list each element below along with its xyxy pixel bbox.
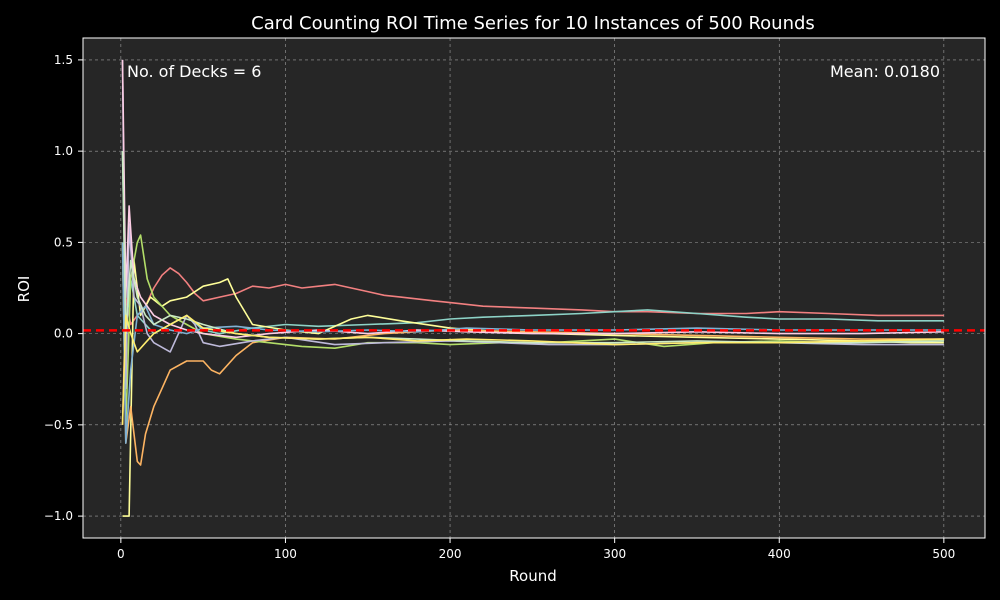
- plot-frame: [82, 37, 986, 539]
- plot-area: [83, 38, 985, 538]
- y-tick-label: 0.5: [54, 235, 73, 249]
- chart-title: Card Counting ROI Time Series for 10 Ins…: [251, 13, 815, 34]
- y-tick-label: 1.0: [54, 144, 73, 158]
- x-axis-label: Round: [509, 567, 556, 585]
- x-tick-label: 400: [768, 547, 791, 561]
- y-tick-label: 0.0: [54, 327, 73, 341]
- x-tick-label: 300: [603, 547, 626, 561]
- x-tick-label: 500: [932, 547, 955, 561]
- x-tick-label: 100: [274, 547, 297, 561]
- decks-annotation: No. of Decks = 6: [127, 62, 261, 81]
- y-tick-label: −1.0: [44, 509, 73, 523]
- x-tick-label: 200: [439, 547, 462, 561]
- y-tick-label: −0.5: [44, 418, 73, 432]
- grid-lines: [83, 38, 985, 538]
- y-axis-label: ROI: [15, 276, 33, 303]
- x-tick-label: 0: [117, 547, 125, 561]
- y-tick-label: 1.5: [54, 53, 73, 67]
- series-line-2: [121, 151, 944, 335]
- series-line-10: [121, 314, 944, 425]
- axis-ticks: 0 100 200 300 400 500 −1.0 −0.5 0.0 0.5 1.0 1.5: [44, 53, 955, 561]
- series-lines: [121, 59, 944, 517]
- series-line-7: [121, 59, 944, 339]
- mean-annotation: Mean: 0.0180: [830, 62, 940, 81]
